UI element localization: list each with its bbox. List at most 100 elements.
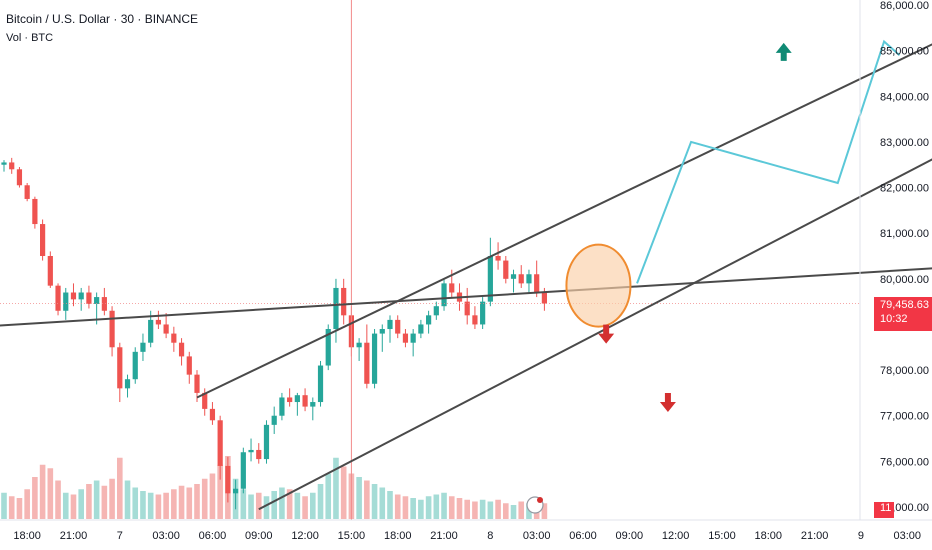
volume-bar	[317, 484, 324, 519]
candle-body	[233, 488, 239, 494]
candle-body	[518, 274, 524, 284]
y-tick-label: 85,000.00	[880, 46, 929, 58]
replay-icon[interactable]	[526, 496, 544, 514]
candle-body	[387, 319, 393, 330]
volume-bar	[479, 499, 486, 519]
x-tick-label: 03:00	[523, 530, 551, 542]
x-tick-label: 7	[117, 530, 123, 542]
volume-bars	[1, 456, 548, 519]
candle-body	[441, 283, 447, 307]
volume-bar	[32, 477, 38, 519]
volume-bar	[163, 492, 169, 519]
volume-bar	[340, 466, 347, 519]
y-tick-label: 78,000.00	[880, 365, 929, 377]
x-tick-label: 18:00	[384, 530, 412, 542]
volume-bar	[464, 499, 470, 519]
volume-bar	[209, 473, 216, 519]
candle-body	[402, 333, 409, 343]
volume-bar	[356, 477, 362, 519]
candle-body	[55, 285, 61, 311]
arrow-down-icon	[598, 324, 615, 344]
candle-body	[202, 392, 208, 409]
volume-legend-label[interactable]: Vol · BTC	[6, 32, 54, 44]
volume-bar	[101, 485, 108, 519]
candle-body	[503, 260, 509, 279]
volume-bar	[410, 498, 416, 519]
candle-body	[256, 449, 262, 460]
candle-body	[78, 292, 84, 300]
x-tick-label: 03:00	[152, 530, 180, 542]
volume-bar	[503, 503, 509, 519]
volume-bar	[387, 491, 393, 519]
volume-bar	[472, 501, 478, 519]
bar-countdown: 10:32	[880, 313, 908, 325]
candle-body	[487, 256, 493, 302]
y-tick-label: 86,000.00	[880, 0, 929, 12]
candle-body	[410, 333, 416, 343]
volume-bar	[371, 484, 378, 519]
volume-bar	[147, 492, 154, 519]
projection-path	[636, 39, 901, 284]
volume-bar	[433, 494, 440, 519]
last-price-tag: 79,458.63 10:32	[874, 297, 932, 331]
candle-body	[117, 347, 123, 389]
candle-body	[510, 274, 517, 279]
volume-bar	[248, 494, 254, 519]
volume-bar	[62, 492, 69, 519]
candle-body	[140, 342, 146, 352]
x-tick-label: 15:00	[708, 530, 736, 542]
candle-body	[248, 449, 254, 453]
candle-body	[70, 292, 77, 300]
x-tick-label: 15:00	[338, 530, 366, 542]
volume-bar	[487, 501, 494, 519]
candle-body	[472, 315, 478, 325]
volume-bar	[1, 492, 7, 519]
y-tick-label: 76,000.00	[880, 456, 929, 468]
volume-bar	[124, 480, 131, 519]
candle-body	[364, 342, 370, 384]
horizontal-trendline	[0, 267, 932, 327]
chart-legend: Bitcoin / U.S. Dollar · 30 · BINANCE Vol…	[6, 10, 198, 48]
candle-body	[16, 169, 23, 186]
volume-bar	[394, 494, 401, 519]
candle-body	[526, 274, 532, 284]
candle-body	[271, 415, 277, 425]
y-tick-label: 80,000.00	[880, 274, 929, 286]
candle-body	[225, 465, 231, 494]
volume-bar	[16, 498, 23, 519]
candle-body	[534, 274, 540, 293]
candle-body	[101, 297, 107, 311]
volume-bar	[55, 480, 61, 519]
candle-body	[86, 292, 92, 304]
candle-body	[325, 329, 331, 366]
volume-bar	[441, 492, 447, 519]
candle-body	[464, 301, 470, 316]
volume-bar	[425, 496, 432, 519]
y-tick-label: 77,000.00	[880, 411, 929, 423]
volume-bar	[518, 501, 525, 519]
volume-bar	[263, 496, 270, 519]
candle-body	[294, 395, 300, 403]
volume-bar	[70, 494, 77, 519]
arrow-down-icon	[659, 393, 676, 413]
candlestick-series	[1, 157, 547, 510]
arrow-up-icon	[775, 42, 792, 61]
volume-value: 11	[880, 502, 892, 514]
candle-body	[40, 224, 46, 256]
volume-bar	[379, 487, 386, 519]
volume-bar	[279, 487, 285, 519]
candle-body	[341, 287, 347, 316]
candle-body	[333, 287, 339, 330]
volume-bar	[24, 489, 30, 519]
volume-bar	[456, 498, 463, 519]
candle-body	[426, 315, 432, 325]
x-tick-label: 06:00	[199, 530, 227, 542]
symbol-title[interactable]: Bitcoin / U.S. Dollar · 30 · BINANCE	[6, 12, 199, 26]
candle-body	[9, 162, 15, 170]
candle-body	[395, 319, 401, 334]
candle-body	[310, 402, 316, 407]
candle-body	[217, 420, 223, 466]
volume-bar	[448, 496, 455, 519]
